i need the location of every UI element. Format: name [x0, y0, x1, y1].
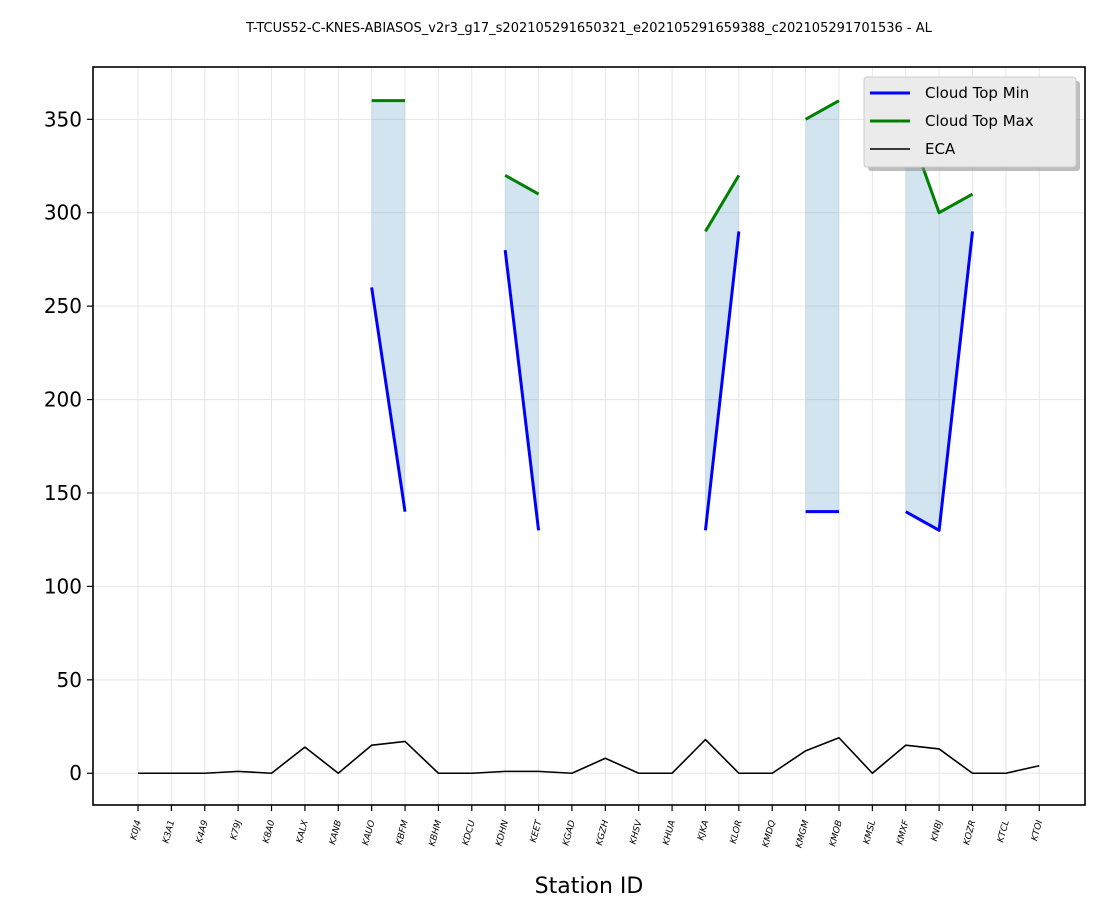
y-tick-label-300: 300 [44, 201, 82, 225]
y-tick-label-0: 0 [69, 761, 82, 785]
fill-region-kmgm [805, 100, 839, 512]
series-line-cloud-top-min-segment-2 [503, 249, 541, 531]
y-tick-label-350: 350 [44, 107, 82, 131]
y-tick-label-150: 150 [44, 481, 82, 505]
legend-label-cloud-top-max: Cloud Top Max [925, 112, 1034, 130]
series-lines [138, 99, 1040, 775]
y-tick-label-50: 50 [57, 668, 82, 692]
y-tick-label-100: 100 [44, 574, 82, 598]
fill-region-kjka [705, 175, 739, 531]
x-axis-label: Station ID [535, 874, 644, 899]
fill-region-kdhn [505, 175, 539, 531]
series-line-cloud-top-min-segment-1 [370, 287, 407, 512]
series-line-cloud-top-max-segment-2 [504, 174, 540, 196]
series-line-cloud-top-max-segment-3 [704, 174, 741, 233]
legend-label-eca: ECA [925, 140, 956, 158]
fill-region-kmxf [905, 119, 940, 531]
fill-region-kauo [371, 100, 406, 512]
y-tick-label-250: 250 [44, 294, 82, 318]
chart-title: T-TCUS52-C-KNES-ABIASOS_v2r3_g17_s202105… [245, 21, 933, 36]
series-line-cloud-top-min-segment-5 [905, 231, 974, 532]
y-tick-label-200: 200 [44, 388, 82, 412]
series-line-cloud-top-min-segment-3 [703, 231, 741, 531]
series-line-eca-segment-1 [138, 736, 1040, 775]
legend: Cloud Top Min Cloud Top Max ECA [863, 76, 1080, 171]
legend-label-cloud-top-min: Cloud Top Min [925, 84, 1029, 102]
legend-box [863, 76, 1077, 168]
y-axis: 0 50 100 150 200 250 300 350 [44, 107, 93, 785]
series-line-cloud-top-max-segment-4 [804, 99, 840, 121]
plot-frame [92, 66, 1086, 806]
